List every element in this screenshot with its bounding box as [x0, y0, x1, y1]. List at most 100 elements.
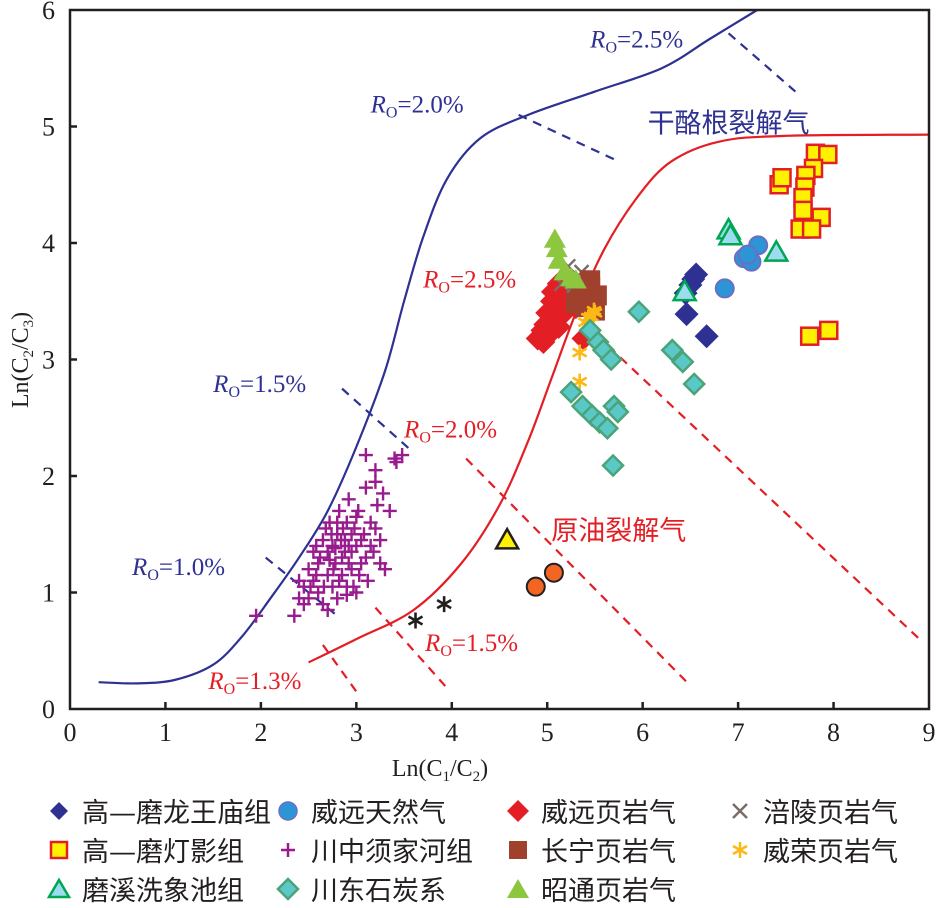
x-tick-label: 6 [636, 718, 649, 747]
data-point [578, 318, 602, 343]
data-point [373, 533, 388, 548]
legend-item: 威远页岩气 [503, 791, 676, 830]
data-point [303, 579, 318, 594]
x-tick-label: 2 [254, 718, 267, 747]
square-marker-icon [509, 840, 527, 859]
data-point [322, 552, 337, 567]
ro-label: RO=2.0% [370, 92, 464, 122]
data-point [316, 579, 331, 594]
legend-label: 威远页岩气 [541, 798, 676, 829]
x-tick-label: 7 [732, 718, 745, 747]
y-tick-label: 0 [42, 695, 55, 724]
data-point [572, 344, 588, 361]
ticks-layer: 0 1 2 3 4 5 6 7 8 9 0 1 2 3 4 5 6 [42, 0, 936, 747]
ro-isoline [727, 32, 797, 93]
data-point [313, 550, 328, 565]
x-tick-label: 9 [923, 718, 936, 747]
data-point [586, 285, 607, 306]
x-tick-label: 3 [350, 718, 363, 747]
ro-isoline [465, 457, 692, 687]
data-point [332, 573, 347, 588]
y-tick-label: 2 [42, 462, 55, 491]
data-point [564, 269, 587, 289]
annotations-layer: RO=1.0% RO=1.5% RO=2.0% RO=2.5% RO=1.3% RO=1.… [131, 26, 810, 698]
y-tick-label: 3 [42, 346, 55, 375]
data-point [717, 222, 744, 246]
ro-isoline [374, 606, 448, 689]
ro-lines-layer [264, 32, 921, 693]
y-tick-label: 6 [42, 0, 55, 25]
x-tick-label: 8 [827, 718, 840, 747]
x-marker-icon [732, 802, 748, 819]
data-point [320, 602, 335, 617]
data-point [370, 498, 385, 513]
data-point [324, 527, 339, 542]
data-point [358, 550, 373, 565]
legend: 高—磨龙王庙组 威远天然气 威远页岩气 涪陵页岩气 高—磨灯影组 川中须家河组 … [0, 786, 936, 907]
legend-label: 威荣页岩气 [763, 837, 898, 868]
x-tick-label: 4 [445, 718, 458, 747]
data-point [352, 568, 367, 583]
data-point [543, 228, 566, 248]
data-point [799, 326, 820, 346]
data-point [818, 144, 838, 165]
data-point [339, 587, 354, 602]
data-point [682, 372, 706, 396]
legend-item: 威远天然气 [273, 791, 446, 830]
data-point [595, 416, 620, 441]
y-tick-label: 1 [42, 579, 55, 608]
diamond-marker-icon [507, 799, 529, 822]
diamond-marker-icon [276, 876, 300, 901]
legend-label: 涪陵页岩气 [763, 798, 898, 829]
data-point [793, 200, 813, 221]
data-point [341, 492, 356, 507]
data-point [292, 573, 307, 588]
region-label: 干酪根裂解气 [648, 108, 810, 139]
data-point [296, 597, 311, 612]
legend-label: 高—磨灯影组 [82, 837, 244, 868]
points-layer [249, 143, 839, 629]
data-point [580, 270, 601, 291]
ro-isoline [341, 387, 415, 454]
diamond-marker-icon [50, 801, 68, 820]
data-point [368, 521, 383, 536]
data-point [349, 509, 364, 524]
data-point [332, 503, 347, 518]
ro-label: RO=1.5% [424, 630, 518, 660]
data-point [660, 338, 685, 362]
data-point [670, 350, 695, 374]
plus-marker-icon [281, 842, 295, 857]
data-point [671, 278, 698, 302]
data-point [627, 299, 651, 324]
legend-item: 昭通页岩气 [503, 869, 676, 908]
data-point [801, 219, 822, 239]
data-point [334, 533, 349, 548]
data-point [525, 576, 546, 597]
data-point [301, 562, 316, 577]
x-axis-title: Ln(C1/C2) [392, 756, 488, 785]
data-point [344, 527, 359, 542]
data-point [606, 400, 630, 424]
legend-item: 磨溪洗象池组 [44, 869, 244, 908]
data-point [763, 238, 790, 262]
legend-item: 长宁页岩气 [503, 830, 676, 869]
legend-label: 威远天然气 [311, 798, 446, 829]
data-point [559, 380, 583, 404]
data-point [330, 591, 345, 606]
x-tick-label: 1 [159, 718, 172, 747]
legend-item: 高—磨龙王庙组 [44, 791, 271, 830]
legend-label: 川中须家河组 [311, 837, 473, 868]
data-point [395, 448, 410, 463]
data-point [493, 526, 521, 550]
kerogen-cracking-curve [98, 9, 758, 685]
ro-label: RO=1.5% [212, 371, 306, 401]
ro-label: RO=1.0% [131, 554, 225, 584]
data-point [249, 608, 264, 623]
circle-marker-icon [278, 800, 298, 821]
square-marker-icon [49, 840, 69, 859]
data-point [601, 453, 625, 478]
data-point [382, 503, 397, 518]
data-point [358, 480, 373, 495]
ro-label: RO=2.5% [589, 26, 683, 56]
data-point [599, 347, 623, 372]
